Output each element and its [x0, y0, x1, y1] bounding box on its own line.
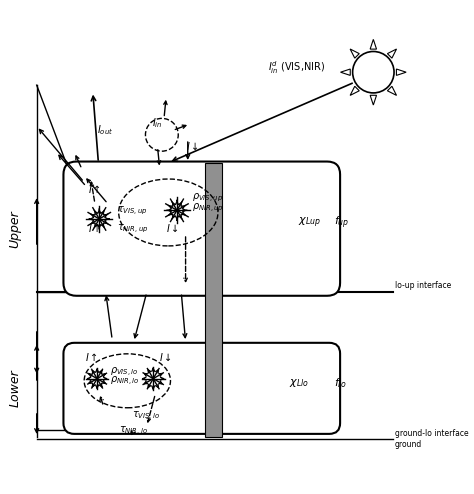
- FancyBboxPatch shape: [64, 343, 340, 434]
- Text: $I\downarrow$: $I\downarrow$: [186, 141, 200, 152]
- FancyBboxPatch shape: [64, 162, 340, 296]
- Text: $\rho_{NIR,lo}$: $\rho_{NIR,lo}$: [110, 375, 139, 388]
- Text: $\rho_{VIS,lo}$: $\rho_{VIS,lo}$: [110, 366, 138, 379]
- Text: $I\uparrow$: $I\uparrow$: [85, 351, 99, 363]
- Text: Lower: Lower: [9, 370, 22, 407]
- Bar: [205, 163, 222, 437]
- Text: $f_{lo}$: $f_{lo}$: [335, 376, 347, 390]
- Text: ground-lo interface: ground-lo interface: [395, 429, 468, 438]
- Text: $I_{out}$: $I_{out}$: [97, 123, 113, 137]
- Text: $\chi_{Lup}$: $\chi_{Lup}$: [298, 216, 321, 231]
- Text: $\tau_{VIS,up}$: $\tau_{VIS,up}$: [118, 204, 148, 216]
- Text: $I\uparrow$: $I\uparrow$: [88, 183, 100, 195]
- Text: $\tau_{NIR,up}$: $\tau_{NIR,up}$: [118, 222, 149, 235]
- Text: $\tau_{VIS,lo}$: $\tau_{VIS,lo}$: [132, 410, 160, 423]
- Text: $\tau_{NIR,lo}$: $\tau_{NIR,lo}$: [118, 425, 147, 438]
- Text: $I_{in}$: $I_{in}$: [152, 117, 163, 130]
- Text: $I\downarrow$: $I\downarrow$: [166, 223, 179, 234]
- Text: $f_{up}$: $f_{up}$: [335, 215, 350, 232]
- Text: Upper: Upper: [9, 210, 22, 247]
- Text: $I_{in}^d$ (VIS,NIR): $I_{in}^d$ (VIS,NIR): [268, 59, 325, 76]
- Text: $\chi_{Llo}$: $\chi_{Llo}$: [289, 377, 309, 389]
- Text: $I\downarrow$: $I\downarrow$: [159, 352, 172, 363]
- Text: $\rho_{NIR,up}$: $\rho_{NIR,up}$: [192, 202, 224, 214]
- Text: $\rho_{VIS,up}$: $\rho_{VIS,up}$: [192, 191, 223, 204]
- Text: ground: ground: [395, 440, 422, 450]
- Text: lo-up interface: lo-up interface: [395, 281, 451, 290]
- Text: $I\uparrow$: $I\uparrow$: [88, 222, 100, 234]
